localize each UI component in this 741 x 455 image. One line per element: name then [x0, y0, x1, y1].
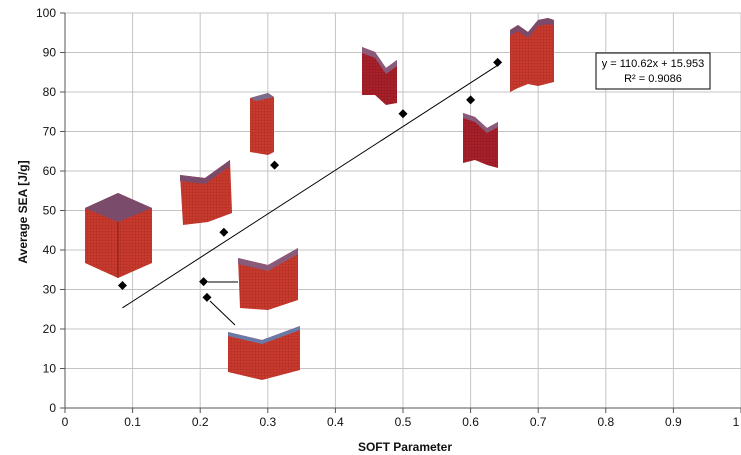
y-tick-label: 10: [43, 362, 57, 376]
x-tick-label: 1: [733, 415, 740, 429]
tube-thumbnail-folded: [180, 160, 232, 225]
x-tick-label: 0.6: [462, 415, 479, 429]
tube-thumbnail-wavy-2: [463, 113, 498, 168]
y-tick-label: 50: [43, 204, 57, 218]
thumbnail-leader-lines: [208, 281, 238, 326]
data-point: [202, 292, 212, 302]
y-tick-label: 80: [43, 85, 57, 99]
tube-thumbnail-square: [85, 193, 152, 278]
data-point: [398, 109, 408, 119]
y-tick-label: 60: [43, 164, 57, 178]
x-axis-title: SOFT Parameter: [358, 440, 452, 454]
tube-thumbnail-wavy-1: [362, 47, 397, 105]
data-point: [199, 277, 209, 287]
data-point: [117, 281, 127, 291]
trendline-equation: y = 110.62x + 15.953: [602, 58, 705, 70]
trendline: [122, 64, 498, 309]
leader-line: [209, 300, 236, 326]
equation-box: y = 110.62x + 15.953 R² = 0.9086: [595, 52, 711, 90]
tube-thumbnail-narrow: [250, 93, 274, 155]
x-tick-label: 0.9: [665, 415, 682, 429]
data-point: [270, 160, 280, 170]
tube-thumbnails: [85, 18, 554, 380]
data-point: [219, 227, 229, 237]
x-tick-label: 0.1: [124, 415, 141, 429]
x-tick-label: 0.5: [395, 415, 412, 429]
data-points: [117, 57, 503, 302]
y-tick-label: 40: [43, 243, 57, 257]
y-tick-label: 30: [43, 283, 57, 297]
x-tick-label: 0.4: [327, 415, 344, 429]
y-tick-label: 100: [36, 6, 56, 20]
x-tick-label: 0.8: [597, 415, 614, 429]
tube-thumbnail-angle: [228, 326, 300, 380]
tube-thumbnail-corrugated: [510, 18, 554, 92]
x-tick-label: 0.2: [192, 415, 209, 429]
axes: [60, 12, 741, 413]
trendline-r2: R² = 0.9086: [624, 73, 682, 85]
tube-thumbnail-channel: [238, 248, 298, 310]
y-tick-label: 70: [43, 125, 57, 139]
y-tick-label: 0: [49, 401, 56, 415]
tick-labels: 0 0.1 0.2 0.3 0.4 0.5 0.6 0.7 0.8 0.9 101020304050…: [36, 6, 740, 429]
x-tick-label: 0.3: [259, 415, 276, 429]
y-axis-title: Average SEA [J/g]: [16, 160, 30, 263]
data-point: [493, 57, 503, 67]
y-tick-label: 90: [43, 46, 57, 60]
data-point: [466, 95, 476, 105]
y-tick-label: 20: [43, 322, 57, 336]
x-tick-label: 0.7: [530, 415, 547, 429]
x-tick-label: 0: [62, 415, 69, 429]
